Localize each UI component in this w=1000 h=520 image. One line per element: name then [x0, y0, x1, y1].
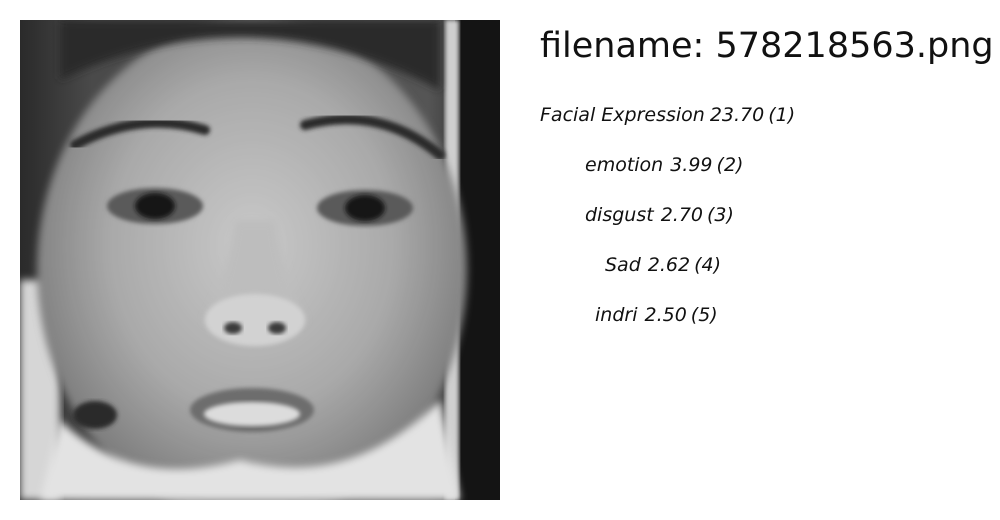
prediction-score: 2.62 [647, 254, 691, 276]
prediction-rank: (1) [768, 104, 796, 126]
prediction-score: 23.70 [709, 104, 765, 126]
filename-label: filename: 578218563.png [540, 26, 994, 66]
prediction-score: 2.70 [660, 204, 704, 226]
prediction-label: Facial Expression [540, 104, 705, 126]
prediction-score: 3.99 [670, 154, 713, 176]
prediction-row-2: emotion 3.99 (2) [585, 153, 743, 177]
prediction-rank: (3) [707, 204, 734, 226]
prediction-label: Sad [605, 254, 641, 276]
face-photo [20, 20, 500, 500]
prediction-label: disgust [585, 204, 654, 226]
prediction-rank: (2) [716, 154, 744, 176]
prediction-row-5: indri 2.50 (5) [595, 303, 718, 327]
prediction-label: emotion [585, 154, 664, 176]
prediction-row-3: disgust 2.70 (3) [585, 203, 734, 227]
prediction-label: indri [595, 304, 638, 326]
prediction-rank: (4) [694, 254, 721, 276]
prediction-row-1: Facial Expression 23.70 (1) [540, 103, 795, 127]
prediction-row-4: Sad 2.62 (4) [605, 253, 721, 277]
face-photo-illustration [20, 20, 500, 500]
prediction-rank: (5) [690, 304, 718, 326]
prediction-score: 2.50 [644, 304, 687, 326]
